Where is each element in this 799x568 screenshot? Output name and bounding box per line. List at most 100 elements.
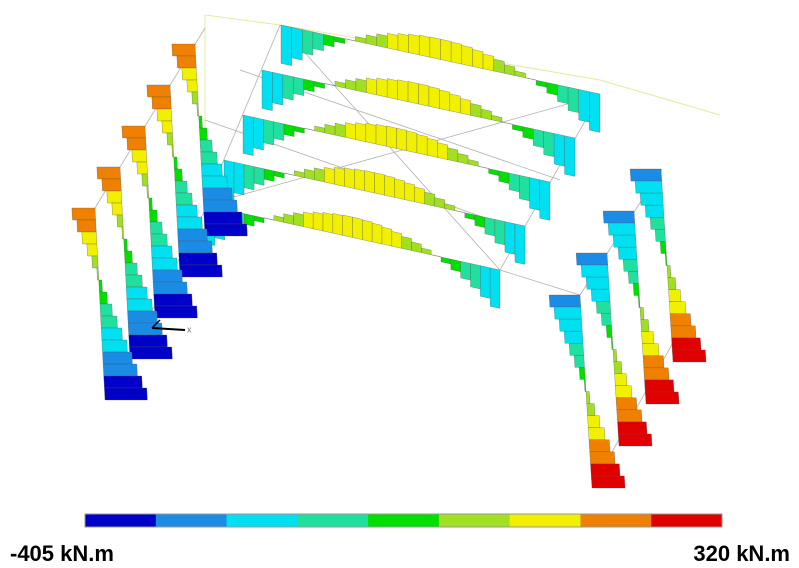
moment-bar [549, 295, 581, 307]
moment-bar [377, 34, 388, 48]
moment-bar [264, 218, 274, 220]
moment-bar [142, 174, 148, 186]
moment-bar [101, 316, 118, 328]
moment-bar [127, 138, 146, 150]
moment-bar [526, 78, 537, 81]
moment-bar [460, 98, 470, 115]
moment-bar [353, 217, 363, 239]
moment-bar [128, 311, 158, 323]
moment-bar [201, 152, 218, 164]
moment-bar [618, 422, 648, 434]
colorbar-segment [368, 514, 439, 527]
moment-bar [451, 42, 462, 64]
moment-bar [589, 92, 600, 133]
colorbar-min-label: -405 kN.m [10, 541, 114, 566]
moment-bar [397, 128, 407, 151]
moment-bar [616, 398, 637, 410]
moment-bar [468, 159, 478, 166]
moment-bar [579, 367, 585, 379]
moment-bar [667, 266, 671, 278]
moment-bar [565, 136, 575, 177]
moment-diagram: x -405 kN.m 320 kN.m [0, 0, 799, 568]
moment-bar [645, 392, 679, 404]
moment-bar [415, 187, 425, 204]
moment-bar [162, 121, 173, 133]
moment-bar [485, 217, 495, 236]
moment-bar [178, 241, 212, 253]
moment-bar [672, 338, 702, 350]
moment-bar [192, 92, 198, 104]
moment-bar [176, 205, 197, 217]
moment-bar [494, 59, 505, 73]
moment-bar [177, 56, 196, 68]
moment-bar [182, 68, 197, 80]
moment-bar [172, 44, 196, 56]
colorbar-segment [156, 514, 227, 527]
moment-bar [314, 168, 324, 182]
moment-bar [478, 166, 488, 168]
colorbar-segment [297, 514, 368, 527]
moment-bar [655, 229, 665, 241]
moment-bar [334, 37, 345, 44]
moment-bar [641, 320, 649, 332]
moment-bar [587, 404, 595, 416]
moment-bar [530, 178, 540, 211]
moment-bar [669, 290, 682, 302]
moment-bar [505, 222, 515, 255]
moment-bar [502, 122, 512, 124]
moment-bar [375, 173, 385, 196]
moment-bar [554, 133, 564, 166]
moment-bar [284, 124, 294, 137]
moment-bar [623, 259, 638, 271]
moment-bar [458, 153, 468, 164]
moment-bar [670, 314, 691, 326]
moment-bar [112, 203, 123, 215]
moment-bar [584, 379, 586, 391]
moment-bar [274, 215, 284, 222]
moment-bar [633, 283, 639, 295]
moment-bar [129, 347, 172, 359]
moment-bar [154, 306, 197, 318]
moment-bar [167, 133, 173, 145]
moment-bar [523, 127, 533, 140]
moment-bar [472, 49, 483, 68]
moment-bar [272, 72, 282, 105]
moment-bar [72, 208, 96, 220]
moment-bar [366, 78, 376, 95]
moment-bar [431, 255, 441, 257]
moment-bar [611, 337, 613, 349]
moment-bar [660, 241, 666, 253]
moment-bar [481, 109, 491, 120]
moment-bar [586, 392, 590, 404]
moment-bar [615, 386, 632, 398]
moment-bar [544, 131, 554, 157]
moment-bar [122, 126, 146, 138]
moment-bar [343, 215, 353, 237]
moment-bar [615, 374, 628, 386]
moment-bar [606, 325, 612, 337]
moment-bar [417, 134, 427, 155]
moment-bar [412, 242, 422, 253]
moment-bar [283, 75, 293, 101]
moment-bar [199, 128, 207, 140]
moment-bar [274, 171, 284, 178]
moment-bar [618, 434, 652, 446]
moment-bar [628, 271, 638, 283]
moment-bar [480, 266, 490, 299]
moment-bar [669, 302, 686, 314]
moment-bar [313, 32, 324, 51]
moment-bar [179, 253, 218, 265]
moment-bar [601, 313, 611, 325]
moment-bar [147, 186, 149, 198]
moment-bar [176, 193, 193, 205]
moment-bar [362, 220, 372, 242]
moment-bar [200, 140, 212, 152]
moment-bar [263, 119, 273, 145]
moment-bar [102, 340, 128, 352]
moment-bar [345, 80, 355, 91]
moment-bar [201, 164, 222, 176]
moment-bar [650, 217, 665, 229]
moment-bar [490, 268, 500, 309]
moment-bar [409, 34, 420, 55]
moment-bar [356, 78, 366, 92]
